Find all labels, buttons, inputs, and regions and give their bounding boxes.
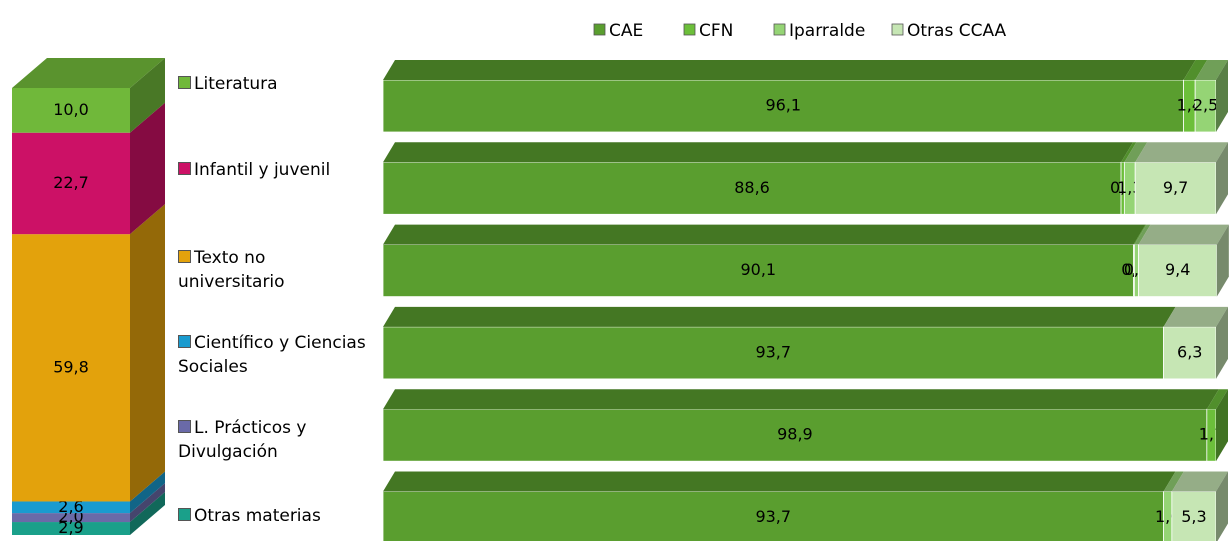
column-segment: [12, 132, 130, 235]
column-segment: [12, 234, 130, 502]
bar-segment: [382, 161, 1122, 215]
bar-segment: [1171, 491, 1217, 541]
bar-side: [1216, 60, 1228, 132]
category-text: L. Prácticos y Divulgación: [178, 418, 307, 462]
bar-side: [1216, 142, 1228, 215]
column-segment: [12, 522, 130, 535]
bar-segment: [1138, 244, 1218, 298]
category-text: Literatura: [194, 74, 278, 94]
category-label: Otras materias: [178, 504, 378, 528]
bar-label: 88,6: [734, 178, 770, 197]
legend-swatch: [593, 23, 606, 36]
bar-side: [1216, 224, 1229, 297]
legend-swatch: [683, 23, 696, 36]
bar-top: [1163, 306, 1228, 327]
bar-segment: [382, 244, 1134, 298]
bar-top: [1121, 142, 1137, 163]
bar-label: 98,9: [777, 425, 813, 444]
category-swatch: [178, 76, 191, 89]
bar-top: [1195, 60, 1228, 80]
bar-top: [1135, 142, 1228, 163]
bar-top: [1124, 142, 1148, 163]
bar-label: 93,7: [755, 507, 791, 526]
category-label: L. Prácticos y Divulgación: [178, 416, 318, 464]
category-swatch: [178, 162, 191, 175]
column-side: [130, 58, 165, 133]
bar-top: [383, 306, 1176, 327]
legend: CAE CFN Iparralde Otras CCAA: [593, 21, 1007, 41]
column-label: 10,0: [53, 100, 89, 119]
legend-swatch: [891, 23, 904, 36]
bar-side: [1216, 471, 1228, 541]
category-text: Infantil y juvenil: [194, 160, 331, 180]
category-swatch: [178, 335, 191, 348]
category-text: Otras materias: [194, 506, 321, 526]
bar-top: [383, 471, 1176, 492]
column-label: 2,6: [58, 497, 83, 516]
column-side: [130, 483, 165, 523]
bar-top: [383, 142, 1134, 163]
bar-top: [383, 60, 1196, 80]
bar-top: [1206, 389, 1228, 410]
bar-label: 2,5: [1193, 96, 1218, 115]
bar-top: [1183, 60, 1208, 80]
column-label: 59,8: [53, 357, 89, 376]
category-swatch: [178, 420, 191, 433]
bar-top: [383, 224, 1146, 245]
legend-label: Iparralde: [789, 21, 865, 41]
bar-label: 9,7: [1163, 178, 1188, 197]
category-label: Texto no universitario: [178, 246, 298, 294]
column-side: [130, 471, 165, 514]
bar-top: [1163, 471, 1184, 492]
bar-segment: [382, 326, 1164, 380]
category-label: Científico y Ciencias Sociales: [178, 331, 388, 379]
bar-label: 5,3: [1181, 507, 1206, 526]
bar-top: [1171, 471, 1228, 492]
legend-label: CAE: [609, 21, 643, 41]
column-side: [130, 102, 165, 235]
column-label: 22,7: [53, 173, 89, 192]
category-label: Literatura: [178, 72, 378, 96]
legend-label: CFN: [699, 21, 733, 41]
bar-label: 96,1: [765, 96, 801, 115]
bar-segment: [1163, 326, 1217, 380]
column-side: [130, 492, 165, 535]
bar-label: 6,3: [1177, 342, 1202, 361]
category-text: Texto no universitario: [178, 248, 285, 292]
bar-label: 93,7: [755, 342, 791, 361]
column-top: [12, 58, 165, 88]
bar-top: [1133, 224, 1147, 245]
category-swatch: [178, 250, 191, 263]
category-text: Científico y Ciencias Sociales: [178, 333, 366, 377]
bar-segment: [382, 491, 1164, 541]
column-label: 2,9: [58, 518, 83, 537]
column-side: [130, 204, 165, 502]
bar-segment: [1134, 161, 1217, 215]
bar-label: 9,4: [1165, 260, 1190, 279]
legend-swatch: [773, 23, 786, 36]
category-swatch: [178, 508, 191, 521]
bar-segment: [382, 79, 1184, 133]
bar-side: [1216, 306, 1228, 379]
column-segment: [12, 88, 130, 133]
bar-top: [1138, 224, 1229, 245]
bar-side: [1216, 389, 1228, 462]
legend-label: Otras CCAA: [907, 21, 1007, 41]
column-segment: [12, 513, 130, 523]
category-label: Infantil y juvenil: [178, 158, 378, 182]
bar-segment: [382, 408, 1208, 462]
bar-top: [1134, 224, 1151, 245]
column-segment: [12, 501, 130, 514]
bar-top: [383, 389, 1219, 410]
bar-label: 90,1: [740, 260, 776, 279]
